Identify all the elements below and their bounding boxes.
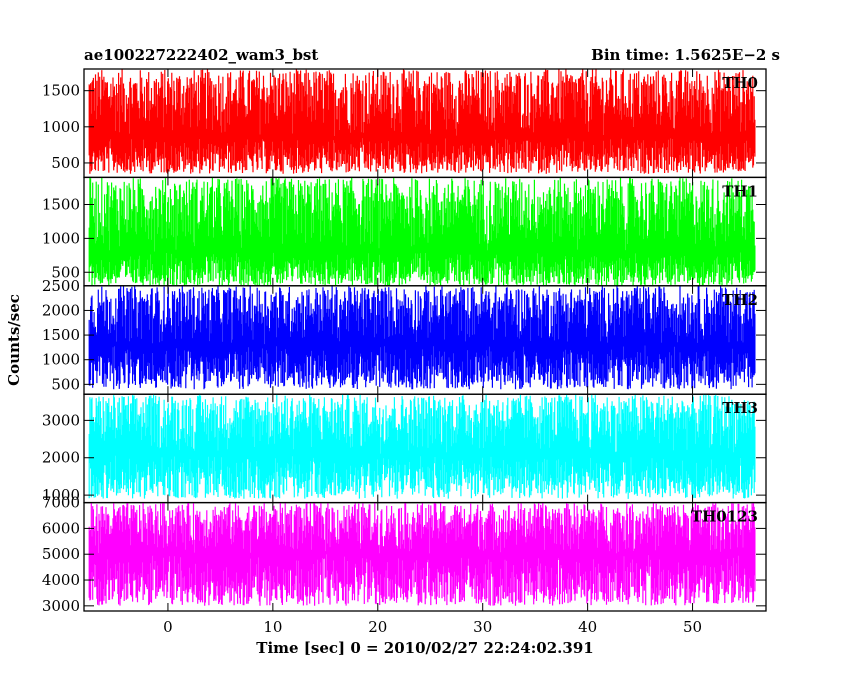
x-tick-label: 10 <box>263 618 282 636</box>
y-tick-label: 5000 <box>42 545 80 563</box>
y-tick-label: 1500 <box>42 326 80 344</box>
y-tick-label: 1000 <box>42 351 80 369</box>
panel-label-th0123: TH0123 <box>691 508 758 526</box>
series-th3 <box>88 394 756 499</box>
x-tick-label: 0 <box>163 618 173 636</box>
series-th0 <box>88 69 756 174</box>
series-th2 <box>88 285 756 390</box>
y-tick-label: 1000 <box>42 486 80 504</box>
panel-label-th1: TH1 <box>722 182 758 200</box>
bin-time-label: Bin time: 1.5625E−2 s <box>591 46 780 64</box>
panel-label-th0: TH0 <box>722 74 758 92</box>
series-th0123 <box>88 502 756 606</box>
y-axis-label: Counts/sec <box>5 294 23 386</box>
y-tick-label: 500 <box>51 375 80 393</box>
x-tick-label: 40 <box>578 618 597 636</box>
y-tick-label: 1000 <box>42 229 80 247</box>
y-tick-label: 4000 <box>42 571 80 589</box>
y-tick-label: 1500 <box>42 82 80 100</box>
y-tick-label: 3000 <box>42 597 80 615</box>
y-tick-label: 7000 <box>42 494 80 512</box>
y-tick-label: 3000 <box>42 411 80 429</box>
y-tick-label: 2000 <box>42 301 80 319</box>
chart-title: ae100227222402_wam3_bst <box>84 46 318 64</box>
panel-label-th2: TH2 <box>722 291 758 309</box>
panel-label-th3: TH3 <box>722 399 758 417</box>
y-tick-label: 500 <box>51 263 80 281</box>
y-tick-label: 2000 <box>42 449 80 467</box>
y-tick-label: 500 <box>51 154 80 172</box>
x-tick-label: 20 <box>368 618 387 636</box>
series-th1 <box>88 177 756 286</box>
y-tick-label: 2500 <box>42 277 80 295</box>
x-axis-label: Time [sec] 0 = 2010/02/27 22:24:02.391 <box>256 639 593 657</box>
x-tick-label: 30 <box>473 618 492 636</box>
panel-frame-th0123 <box>83 501 767 612</box>
y-tick-label: 1000 <box>42 118 80 136</box>
x-tick-label: 50 <box>683 618 702 636</box>
y-tick-label: 1500 <box>42 196 80 214</box>
y-tick-label: 6000 <box>42 519 80 537</box>
